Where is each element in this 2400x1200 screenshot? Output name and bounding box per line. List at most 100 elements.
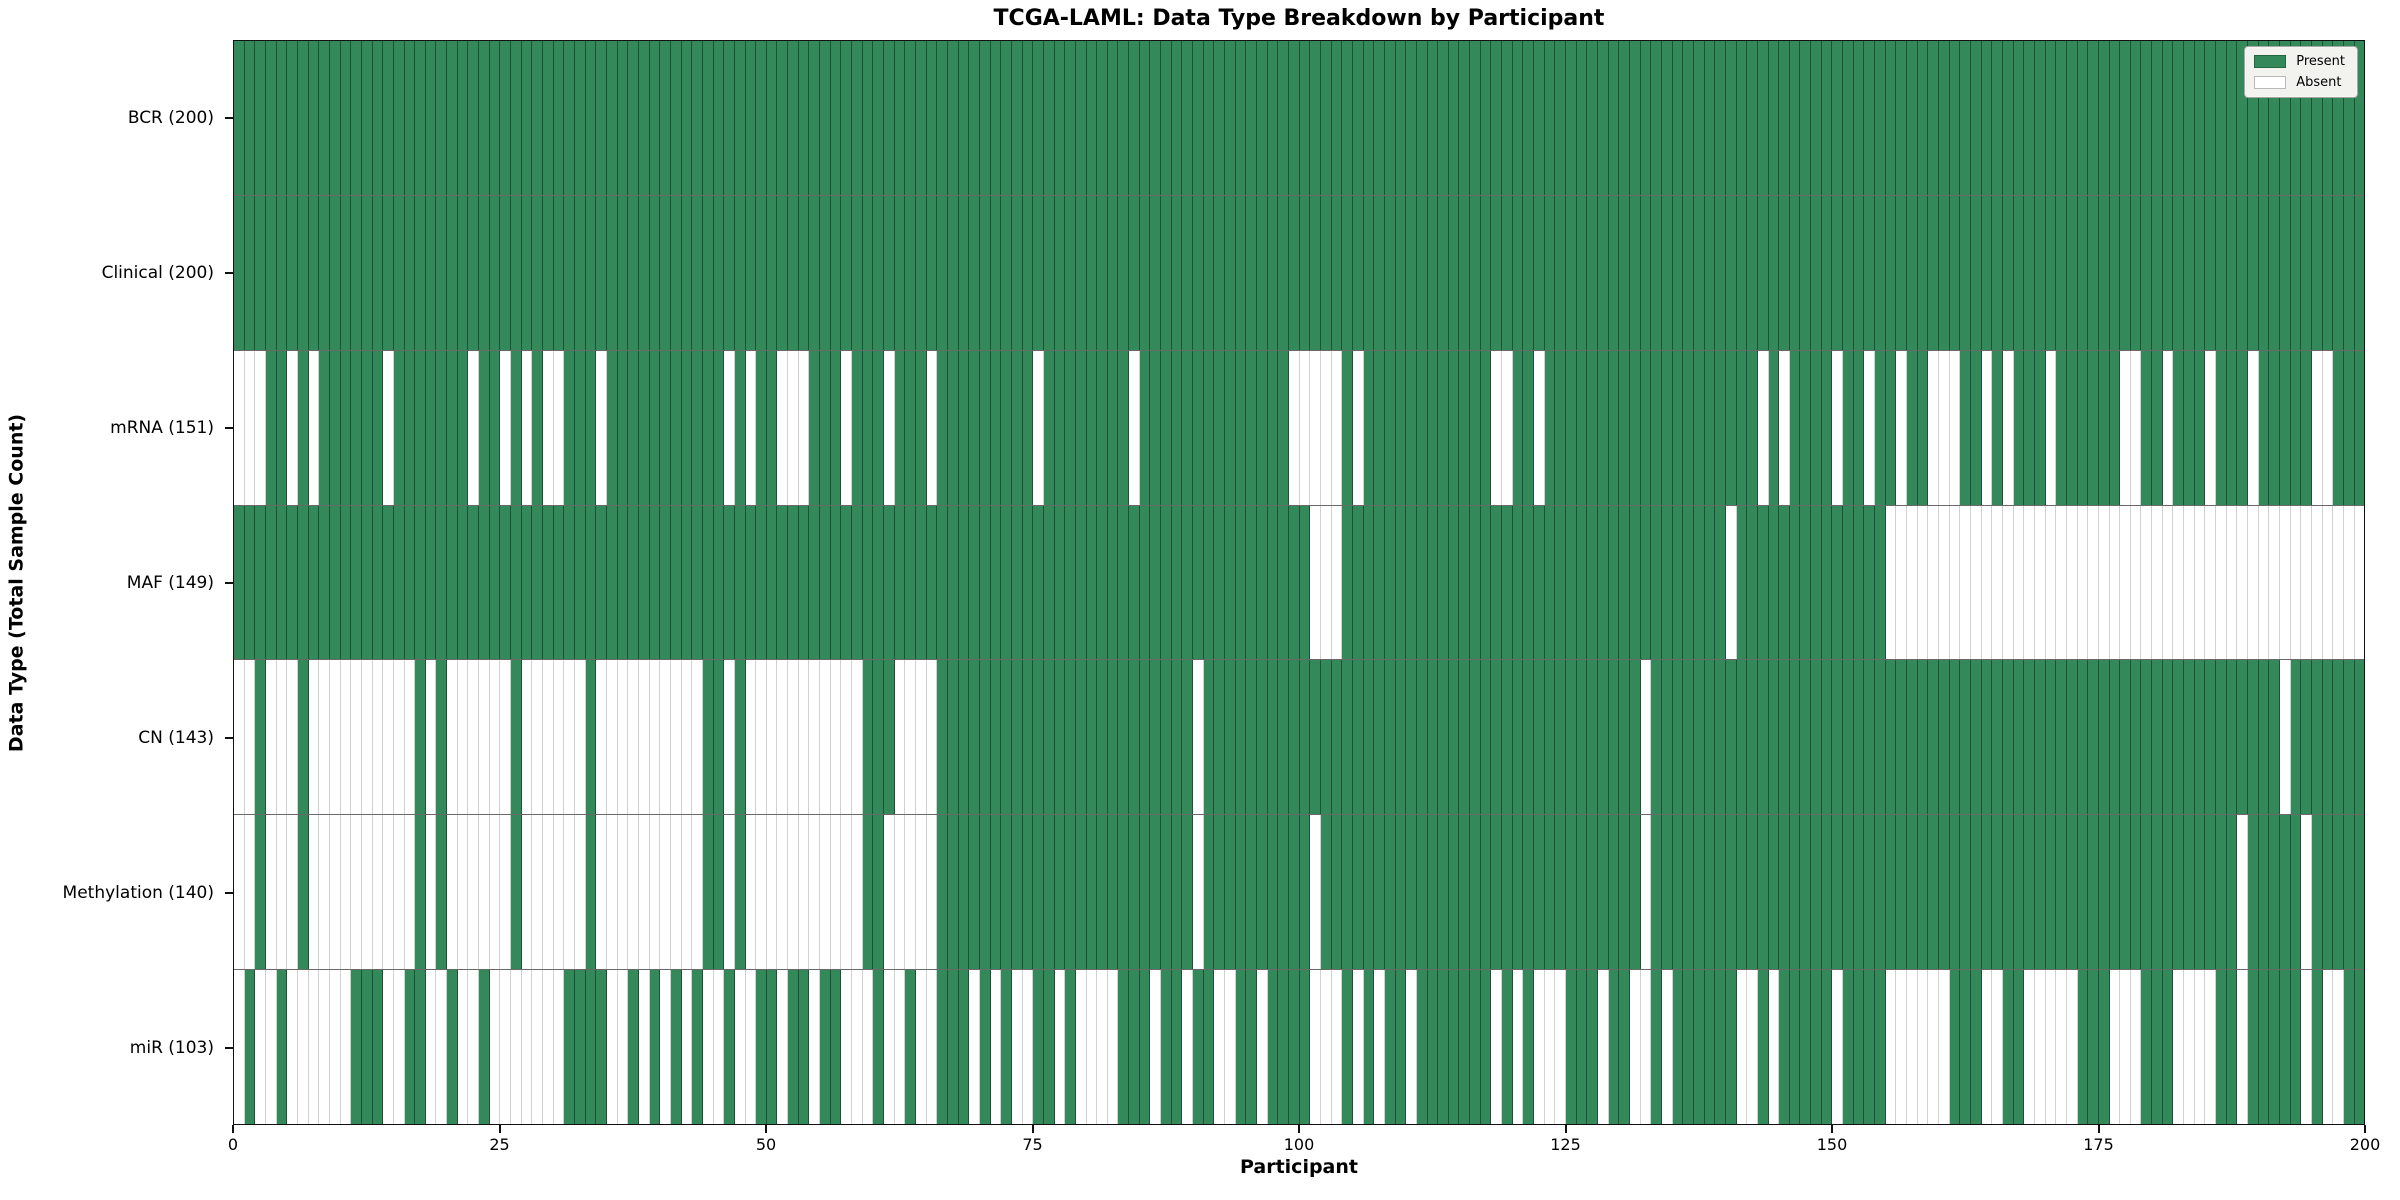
heatmap-cell <box>319 350 330 505</box>
heatmap-cell <box>1875 505 1886 660</box>
heatmap-cell <box>894 970 906 1125</box>
heatmap-cell <box>1768 505 1780 660</box>
heatmap-cell <box>1257 350 1268 505</box>
heatmap-cell <box>638 350 650 505</box>
heatmap-cell <box>2290 815 2302 970</box>
heatmap-cell <box>1598 660 1609 815</box>
heatmap-cell <box>1672 815 1684 970</box>
heatmap-cell <box>969 350 980 505</box>
heatmap-cell <box>947 815 959 970</box>
heatmap-cell <box>1970 815 1982 970</box>
heatmap-cell <box>1832 970 1844 1125</box>
heatmap-cell <box>766 660 778 815</box>
heatmap-cell <box>1544 195 1556 350</box>
heatmap-cell <box>1203 660 1215 815</box>
heatmap-cell <box>1725 505 1737 660</box>
heatmap-cell <box>1001 660 1012 815</box>
heatmap-cell <box>2045 660 2057 815</box>
heatmap-cell <box>425 350 437 505</box>
heatmap-cell <box>777 41 789 195</box>
heatmap-cell <box>1299 350 1311 505</box>
heatmap-cell <box>2258 195 2270 350</box>
heatmap-cell <box>2322 350 2334 505</box>
heatmap-cell <box>2045 970 2057 1125</box>
heatmap-cell <box>2088 41 2099 195</box>
heatmap-cell <box>884 350 895 505</box>
heatmap-cell <box>1864 195 1876 350</box>
heatmap-cell <box>2077 815 2089 970</box>
heatmap-cell <box>1065 970 1076 1125</box>
heatmap-cell <box>884 195 895 350</box>
heatmap-cell <box>1129 660 1140 815</box>
heatmap-cell <box>1257 41 1268 195</box>
heatmap-cell <box>916 660 927 815</box>
heatmap-cell <box>1832 660 1844 815</box>
heatmap-cell <box>1555 195 1567 350</box>
heatmap-cell <box>468 350 480 505</box>
heatmap-cell <box>1022 815 1034 970</box>
heatmap-cell <box>1789 815 1801 970</box>
heatmap-cell <box>1171 41 1183 195</box>
heatmap-cell <box>1246 505 1257 660</box>
heatmap-cell <box>1384 815 1396 970</box>
heatmap-cell <box>1214 41 1226 195</box>
heatmap-cell <box>255 350 266 505</box>
heatmap-cell <box>1193 660 1204 815</box>
heatmap-cell <box>1853 505 1865 660</box>
heatmap-cell <box>1107 660 1119 815</box>
heatmap-cell <box>638 505 650 660</box>
heatmap-cell <box>649 815 661 970</box>
heatmap-cell <box>2258 350 2270 505</box>
heatmap-cell <box>2322 195 2334 350</box>
heatmap-cell <box>1875 970 1886 1125</box>
heatmap-cell <box>1491 41 1503 195</box>
heatmap-cell <box>1619 660 1630 815</box>
heatmap-cell <box>1779 660 1790 815</box>
heatmap-cell <box>1768 350 1780 505</box>
heatmap-cell <box>1534 505 1545 660</box>
heatmap-cell <box>692 41 703 195</box>
heatmap-cell <box>2311 195 2323 350</box>
heatmap-cell <box>1693 660 1705 815</box>
heatmap-cell <box>585 505 597 660</box>
heatmap-cell <box>1821 195 1833 350</box>
heatmap-cell <box>734 350 746 505</box>
heatmap-cell <box>884 41 895 195</box>
heatmap-cell <box>724 815 735 970</box>
heatmap-cell <box>2130 350 2142 505</box>
heatmap-cell <box>1661 41 1673 195</box>
heatmap-cell <box>1459 505 1471 660</box>
heatmap-cell <box>2152 505 2163 660</box>
heatmap-cell <box>1086 970 1098 1125</box>
heatmap-cell <box>1757 41 1769 195</box>
heatmap-cell <box>1779 195 1790 350</box>
heatmap-cell <box>1747 660 1758 815</box>
y-tick-label: miR (103) <box>129 1037 214 1058</box>
heatmap-cell <box>1235 505 1247 660</box>
heatmap-cell <box>383 660 394 815</box>
heatmap-cell <box>830 505 842 660</box>
y-tick-mark <box>225 736 233 739</box>
heatmap-cell <box>745 350 757 505</box>
x-tick-label: 100 <box>1283 1135 1315 1154</box>
heatmap-cell <box>1651 41 1662 195</box>
heatmap-cell <box>1534 350 1545 505</box>
heatmap-cell <box>1438 815 1449 970</box>
heatmap-cell <box>830 970 842 1125</box>
heatmap-cell <box>276 815 288 970</box>
heatmap-cell <box>1033 660 1044 815</box>
heatmap-cell <box>1342 505 1353 660</box>
heatmap-cell <box>404 505 416 660</box>
heatmap-cell <box>820 195 831 350</box>
heatmap-cell <box>1949 350 1961 505</box>
heatmap-cell <box>1235 660 1247 815</box>
heatmap-cell <box>756 970 767 1125</box>
heatmap-cell <box>1150 815 1162 970</box>
heatmap-cell <box>1544 350 1556 505</box>
heatmap-cell <box>2162 350 2174 505</box>
heatmap-cell <box>2013 970 2025 1125</box>
heatmap-cell <box>766 505 778 660</box>
heatmap-cell <box>1033 350 1044 505</box>
heatmap-cell <box>820 41 831 195</box>
heatmap-cell <box>1374 970 1385 1125</box>
